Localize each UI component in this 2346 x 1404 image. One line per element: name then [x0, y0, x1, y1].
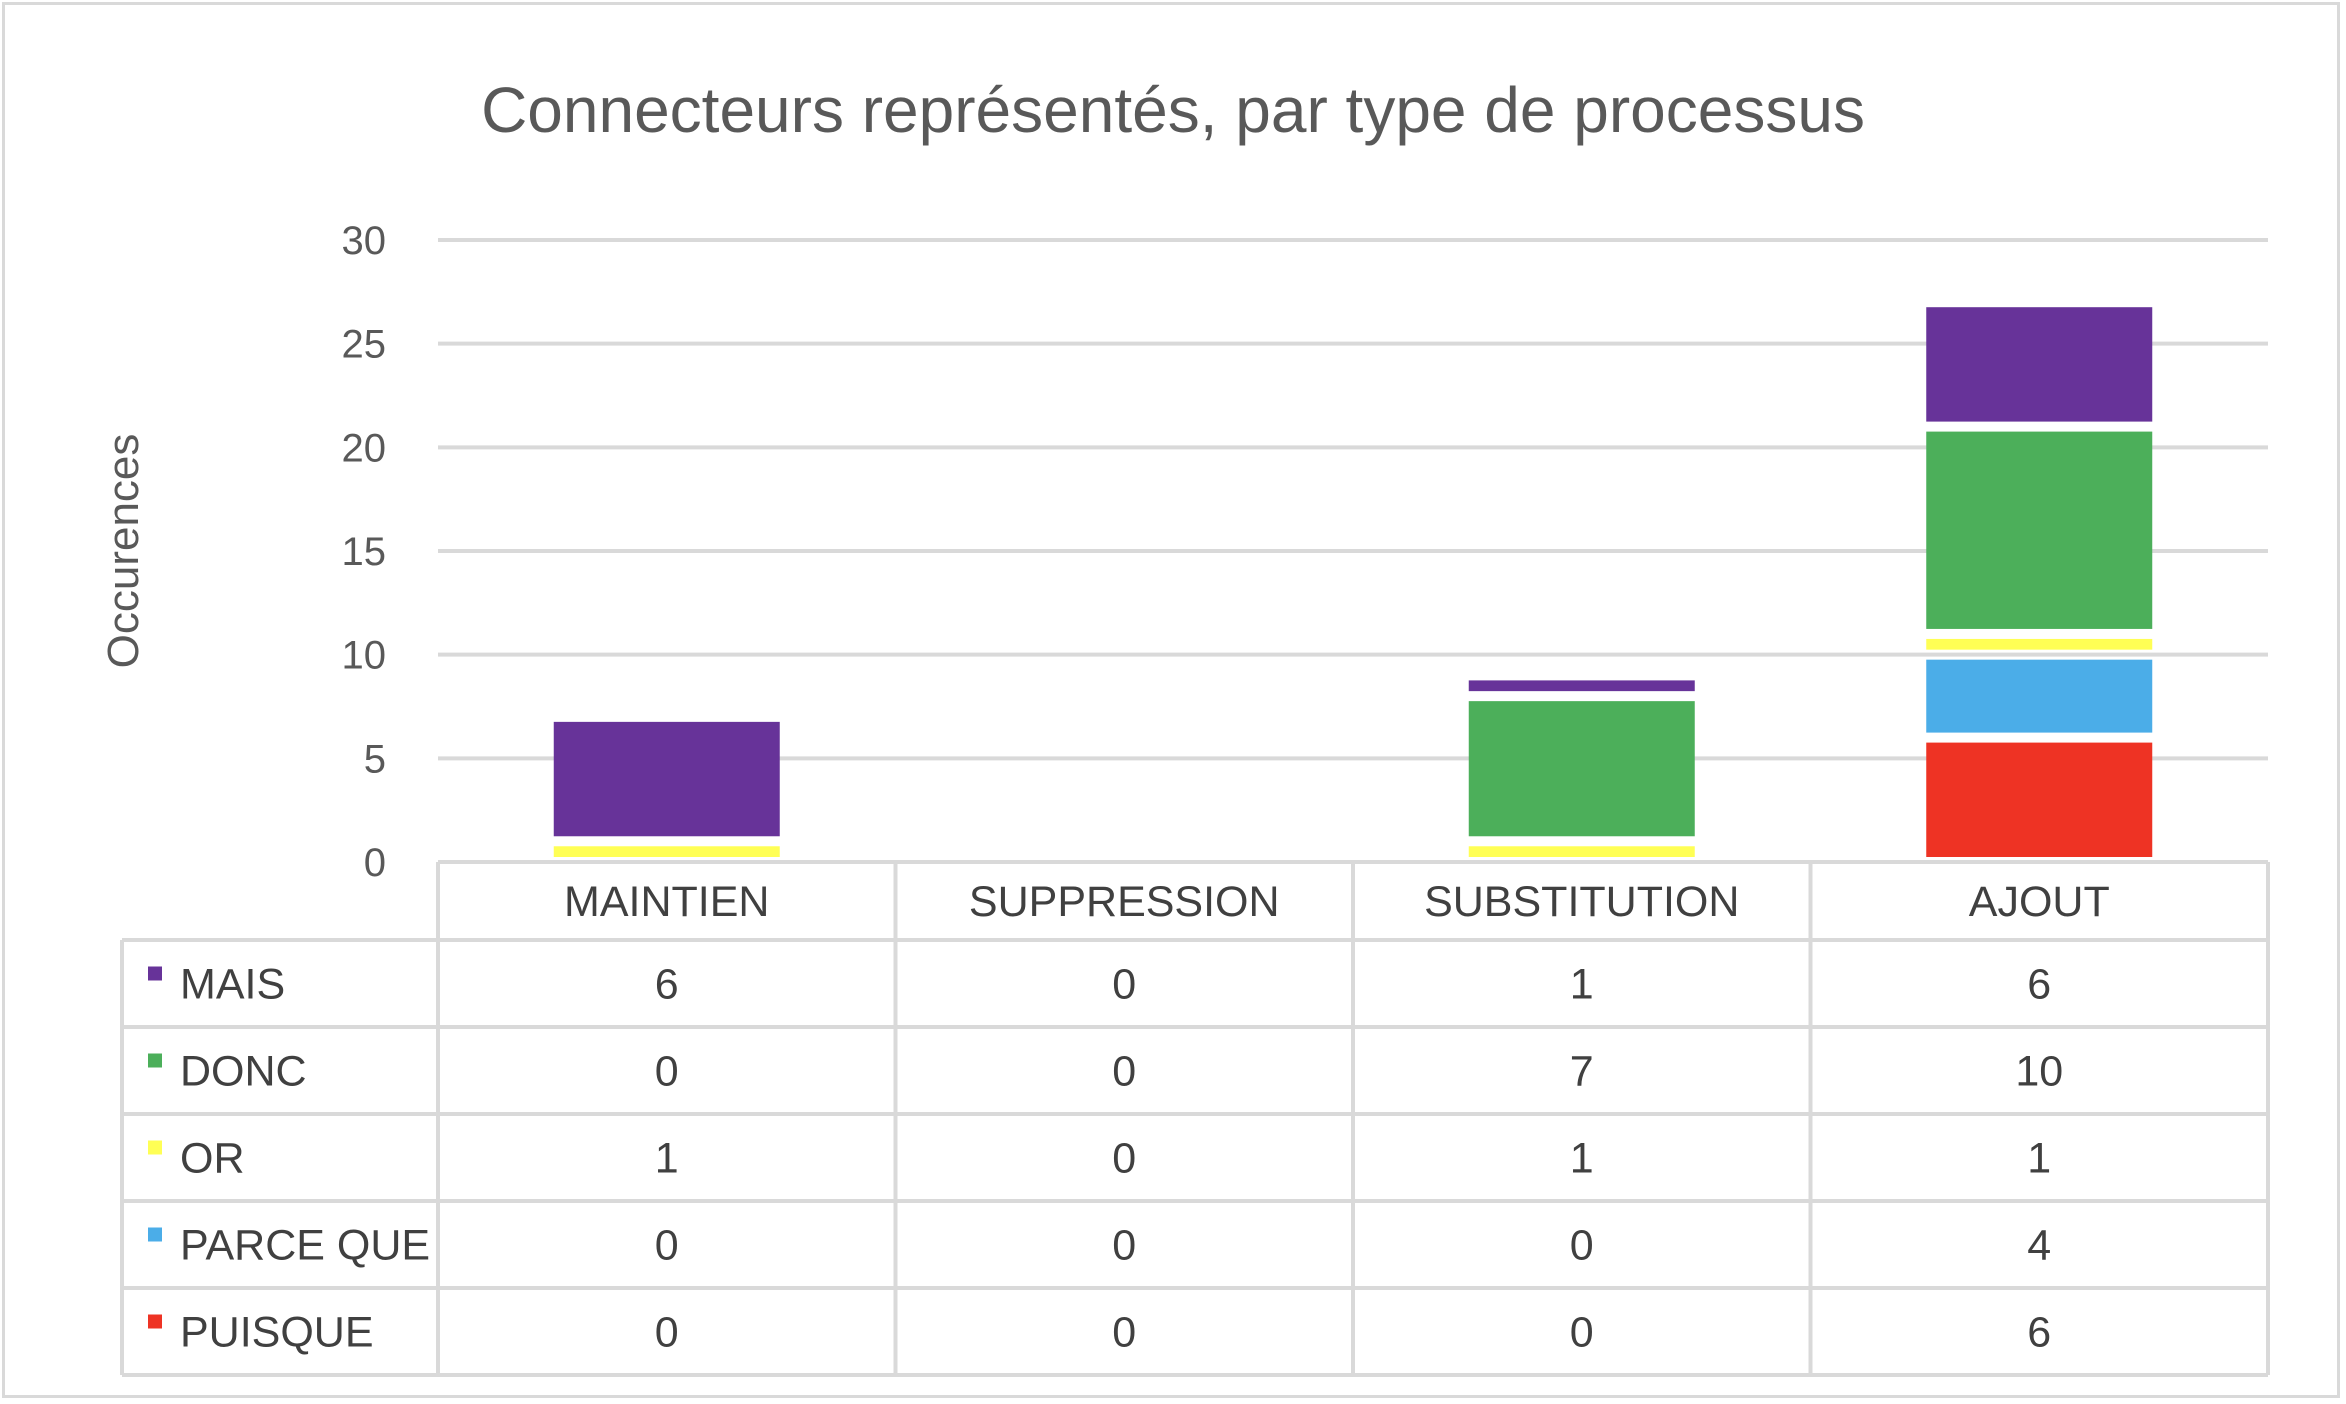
- legend-key-or: [148, 1140, 162, 1155]
- data-label: 0: [655, 1309, 679, 1357]
- y-tick-label: 10: [342, 634, 387, 678]
- data-label: 1: [655, 1135, 679, 1183]
- data-label: 0: [1112, 961, 1136, 1009]
- data-label: 1: [2027, 1135, 2051, 1183]
- y-tick-label: 5: [364, 737, 386, 781]
- legend-key-parce-que: [148, 1227, 162, 1242]
- data-label: 10: [2015, 1048, 2063, 1096]
- data-label: 1: [1570, 1135, 1594, 1183]
- bar-donc-ajout: [1926, 431, 2153, 629]
- data-label: 6: [2027, 1309, 2051, 1357]
- legend-label-parce-que: PARCE QUE: [180, 1222, 430, 1270]
- data-label: 6: [655, 961, 679, 1009]
- bar-or-substitution: [1468, 846, 1695, 857]
- legend-label-mais: MAIS: [180, 961, 285, 1009]
- bar-mais-ajout: [1926, 307, 2153, 422]
- bar-parce-que-ajout: [1926, 659, 2153, 733]
- data-label: 0: [1112, 1048, 1136, 1096]
- data-label: 0: [1112, 1135, 1136, 1183]
- data-label: 0: [1570, 1222, 1594, 1270]
- category-label-suppression: SUPPRESSION: [969, 878, 1280, 926]
- data-label: 4: [2027, 1222, 2051, 1270]
- bar-or-maintien: [553, 846, 780, 857]
- bar-or-ajout: [1926, 638, 2153, 650]
- data-label: 0: [1570, 1309, 1594, 1357]
- data-label: 0: [655, 1222, 679, 1270]
- bar-mais-substitution: [1468, 680, 1695, 692]
- y-tick-label: 15: [342, 530, 387, 574]
- y-tick-label: 30: [342, 219, 387, 263]
- bar-donc-substitution: [1468, 701, 1695, 837]
- category-label-substitution: SUBSTITUTION: [1424, 878, 1739, 926]
- legend-label-or: OR: [180, 1135, 245, 1183]
- category-label-maintien: MAINTIEN: [564, 878, 769, 926]
- data-label: 7: [1570, 1048, 1594, 1096]
- legend-label-donc: DONC: [180, 1048, 307, 1096]
- legend-key-donc: [148, 1053, 162, 1068]
- data-label: 0: [655, 1048, 679, 1096]
- y-axis-label: Occurences: [99, 434, 148, 669]
- legend-key-puisque: [148, 1314, 162, 1329]
- data-label: 0: [1112, 1222, 1136, 1270]
- y-tick-label: 20: [342, 426, 387, 470]
- data-label: 0: [1112, 1309, 1136, 1357]
- chart-title: Connecteurs représentés, par type de pro…: [481, 74, 1865, 146]
- category-label-ajout: AJOUT: [1969, 878, 2110, 926]
- legend-label-puisque: PUISQUE: [180, 1309, 374, 1357]
- data-label: 6: [2027, 961, 2051, 1009]
- y-tick-label: 25: [342, 323, 387, 367]
- bar-mais-maintien: [553, 721, 780, 837]
- bar-puisque-ajout: [1926, 742, 2153, 857]
- y-tick-label: 0: [364, 841, 386, 885]
- legend-key-mais: [148, 966, 162, 981]
- data-label: 1: [1570, 961, 1594, 1009]
